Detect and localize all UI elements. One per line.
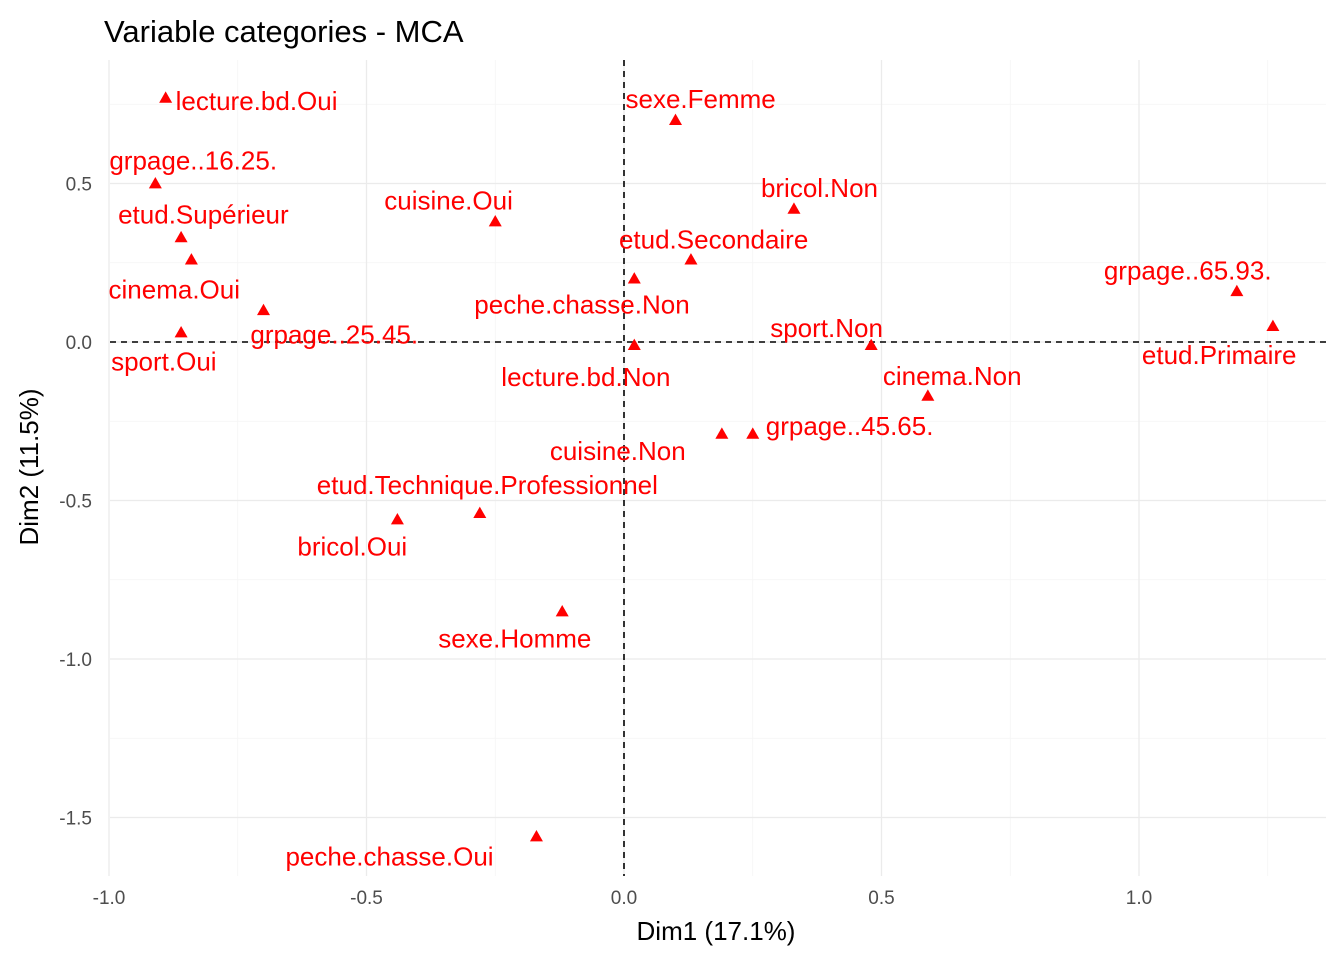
data-point-label: etud.Secondaire: [619, 225, 808, 255]
data-point-marker: [390, 513, 404, 525]
data-point-marker: [715, 427, 729, 439]
data-point-label: sexe.Femme: [626, 84, 776, 114]
data-point-label: cinema.Non: [883, 361, 1022, 391]
data-point-marker: [159, 91, 173, 103]
data-point-marker: [555, 604, 569, 617]
data-point-marker: [488, 215, 502, 227]
data-point-label: grpage..16.25.: [109, 146, 277, 176]
data-point-label: grpage..45.65.: [766, 411, 934, 441]
data-point-label: sport.Oui: [111, 346, 217, 376]
data-point-marker: [529, 830, 543, 842]
x-tick-label: 0.0: [611, 888, 637, 909]
y-axis-title: Dim2 (11.5%): [14, 388, 44, 545]
data-point-marker: [257, 303, 270, 316]
data-point-label: bricol.Non: [761, 173, 878, 203]
data-point-marker: [921, 389, 935, 401]
x-tick-label: -1.0: [93, 888, 126, 909]
data-point-marker: [669, 113, 682, 125]
data-point-marker: [864, 338, 878, 351]
data-point-marker: [627, 338, 641, 351]
x-tick-label: 1.0: [1126, 888, 1152, 909]
data-point-marker: [184, 253, 198, 265]
data-point-label: sexe.Homme: [438, 623, 591, 653]
y-tick-label: -0.5: [59, 492, 92, 513]
data-point-label: cuisine.Oui: [384, 186, 513, 216]
data-point-marker: [148, 177, 162, 189]
axis-ticks: -1.0 -0.5 0.0 0.5 1.0 -1.5 -1.0 -0.5 0.0 0.5: [59, 175, 1152, 910]
y-tick-label: -1.5: [59, 809, 92, 830]
data-point-marker: [1230, 284, 1244, 297]
data-point-marker: [473, 506, 487, 519]
x-axis-title: Dim1 (17.1%): [637, 916, 796, 946]
reference-lines: [110, 60, 1326, 876]
data-point-label: lecture.bd.Oui: [176, 86, 338, 116]
chart-title: Variable categories - MCA: [104, 14, 464, 49]
data-point-label: etud.Supérieur: [118, 199, 289, 229]
data-point-label: bricol.Oui: [297, 532, 407, 562]
data-point-marker: [1266, 319, 1280, 332]
data-labels: lecture.bd.Oui sexe.Femme grpage..16.25. br…: [109, 84, 1297, 871]
y-tick-label: 0.5: [66, 175, 92, 196]
data-point-label: grpage..65.93.: [1104, 255, 1272, 285]
data-point-marker: [174, 325, 188, 338]
data-point-marker: [174, 230, 188, 243]
data-points: [148, 91, 1280, 842]
y-tick-label: 0.0: [66, 333, 92, 354]
x-tick-label: -0.5: [350, 888, 383, 909]
data-point-label: sport.Non: [770, 313, 883, 343]
y-tick-label: -1.0: [59, 650, 92, 671]
data-point-marker: [627, 272, 641, 284]
data-point-label: peche.chasse.Non: [474, 290, 689, 320]
data-point-marker: [746, 427, 760, 439]
data-point-label: etud.Primaire: [1142, 340, 1297, 370]
data-point-marker: [787, 202, 801, 214]
data-point-label: lecture.bd.Non: [501, 362, 670, 392]
data-point-label: cinema.Oui: [109, 274, 241, 304]
x-tick-label: 0.5: [868, 888, 894, 909]
data-point-label: grpage..25.45.: [250, 320, 418, 350]
data-point-label: cuisine.Non: [550, 436, 686, 466]
data-point-marker: [684, 253, 698, 265]
data-point-label: etud.Technique.Professionnel: [317, 470, 658, 500]
data-point-label: peche.chasse.Oui: [285, 842, 493, 872]
